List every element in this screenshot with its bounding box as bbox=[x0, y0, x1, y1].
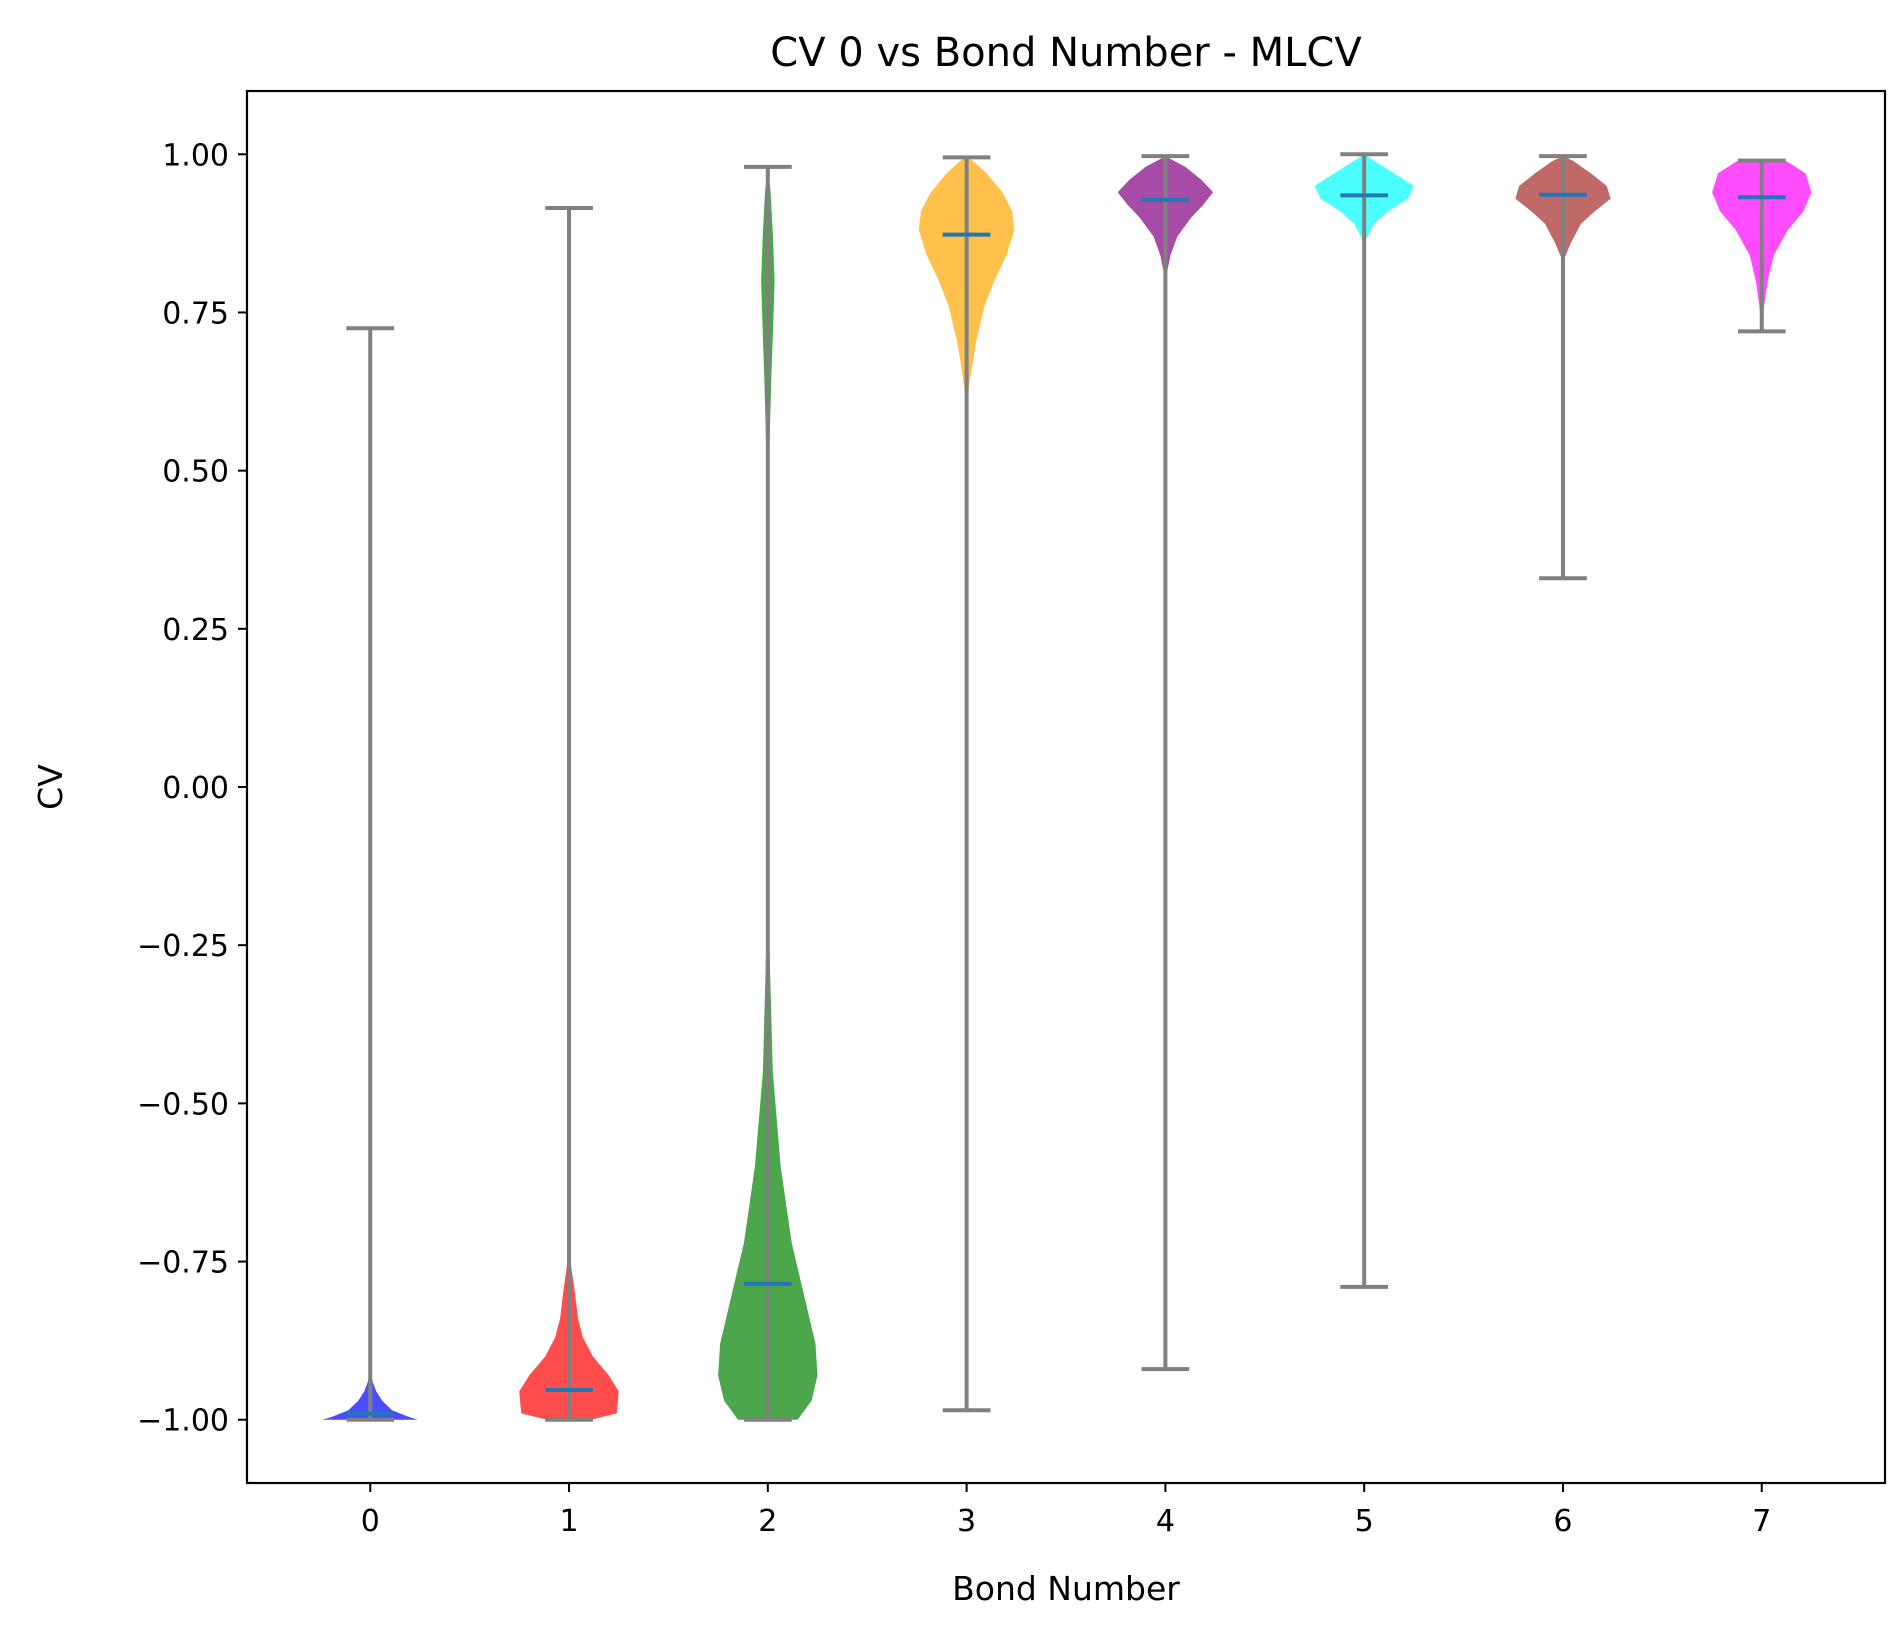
y-tick-label: −0.50 bbox=[137, 1087, 229, 1122]
y-axis-label: CV bbox=[31, 764, 70, 810]
x-tick-label: 1 bbox=[559, 1504, 578, 1539]
x-tick-label: 3 bbox=[957, 1504, 976, 1539]
y-tick-label: 0.75 bbox=[162, 296, 229, 331]
whiskers-layer bbox=[346, 152, 1786, 1422]
x-tick-label: 5 bbox=[1355, 1504, 1374, 1539]
y-tick-label: −0.25 bbox=[137, 929, 229, 964]
y-tick-label: 0.50 bbox=[162, 455, 229, 490]
y-tick-label: 0.00 bbox=[162, 771, 229, 806]
y-tick-label: 1.00 bbox=[162, 138, 229, 173]
chart-title: CV 0 vs Bond Number - MLCV bbox=[770, 30, 1362, 76]
y-axis: 1.00 0.75 0.50 0.25 0.00 −0.25 −0.50 −0.75 −1.00 bbox=[137, 138, 247, 1439]
x-axis-label: Bond Number bbox=[952, 1569, 1180, 1608]
x-tick-label: 7 bbox=[1752, 1504, 1771, 1539]
x-tick-label: 4 bbox=[1156, 1504, 1175, 1539]
medians-layer bbox=[346, 192, 1786, 1416]
y-tick-label: 0.25 bbox=[162, 613, 229, 648]
x-tick-label: 2 bbox=[758, 1504, 777, 1539]
y-tick-label: −0.75 bbox=[137, 1246, 229, 1281]
x-axis: 0 1 2 3 4 5 6 7 bbox=[361, 1483, 1771, 1539]
x-tick-label: 0 bbox=[361, 1504, 380, 1539]
y-tick-label: −1.00 bbox=[137, 1404, 229, 1439]
x-tick-label: 6 bbox=[1553, 1504, 1572, 1539]
